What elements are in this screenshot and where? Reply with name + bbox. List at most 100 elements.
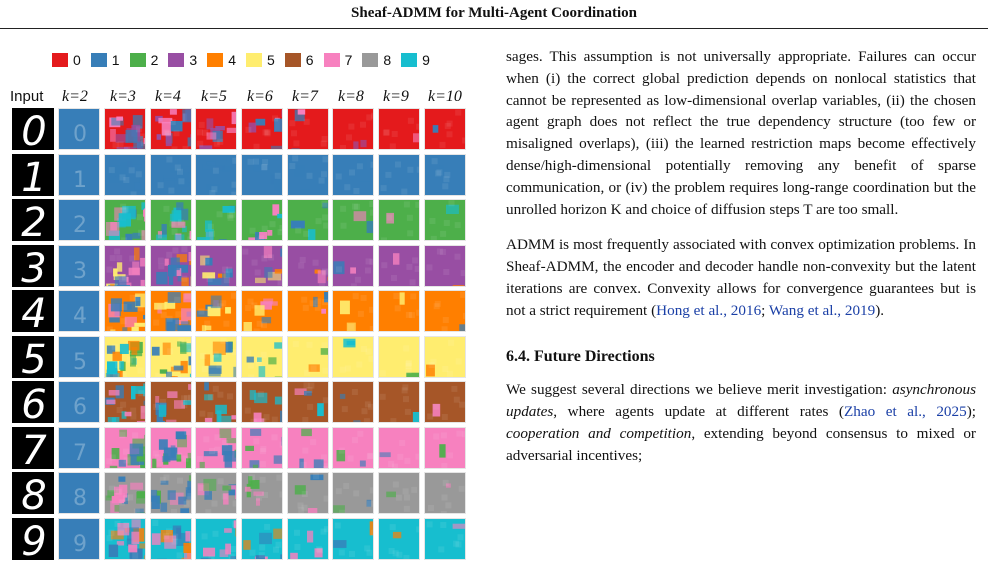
input-digit-image: 7 <box>12 426 54 469</box>
input-digit-glyph: 8 <box>21 473 46 514</box>
segmentation-tile <box>332 517 374 560</box>
column-header-k: k=3 <box>110 88 136 105</box>
legend-item: 0 <box>52 52 81 68</box>
svg-text:7: 7 <box>73 441 87 466</box>
segmentation-tile <box>424 244 466 287</box>
legend-item: 1 <box>90 52 120 68</box>
segmentation-tile <box>378 472 420 514</box>
segmentation-tile <box>150 244 192 287</box>
segmentation-tile <box>241 244 283 287</box>
segmentation-tile <box>287 108 329 150</box>
segmentation-tile <box>378 108 420 150</box>
segmentation-tile <box>195 426 237 469</box>
paragraph-failures: sages. This assumption is not universall… <box>506 48 976 218</box>
segmentation-tile <box>104 108 146 150</box>
legend-item: 4 <box>207 52 236 68</box>
citation-wang[interactable]: Wang et al., 2019 <box>768 301 876 319</box>
input-digit-image: 2 <box>12 199 54 241</box>
legend-swatch <box>168 53 185 67</box>
segmentation-tile <box>424 426 466 469</box>
segmentation-tile <box>424 199 466 241</box>
segmentation-tile <box>241 517 283 560</box>
segmentation-tile <box>150 108 192 150</box>
citation-hong[interactable]: Hong et al., 2016 <box>656 301 762 319</box>
segmentation-tile <box>104 381 146 423</box>
legend-swatch <box>207 53 224 67</box>
legend-label: 4 <box>228 52 236 68</box>
segmentation-tile <box>287 381 329 423</box>
legend-swatch <box>90 53 107 67</box>
segmentation-tile <box>424 472 466 514</box>
input-digit-glyph: 6 <box>21 382 46 423</box>
input-digit-glyph: 4 <box>21 291 46 332</box>
segmentation-tile <box>378 381 420 423</box>
segmentation-tile <box>195 290 237 332</box>
column-header-k: k=6 <box>247 88 273 105</box>
segmentation-tile <box>332 472 374 514</box>
legend-item: 6 <box>284 52 314 68</box>
legend-label: 0 <box>73 52 81 68</box>
column-header-k: k=5 <box>201 88 227 105</box>
legend-swatch <box>245 53 262 67</box>
segmentation-tile <box>332 153 374 196</box>
legend-item: 8 <box>362 52 391 68</box>
segmentation-tile <box>104 199 146 241</box>
segmentation-tile <box>287 517 329 560</box>
segmentation-tile <box>150 517 192 560</box>
segmentation-tile <box>424 290 466 332</box>
segmentation-tile: 2 <box>58 199 100 241</box>
column-header-k: k=2 <box>62 88 88 105</box>
section-heading-future-directions: 6.4. Future Directions <box>506 347 655 365</box>
input-digit-image: 1 <box>12 153 54 196</box>
segmentation-tile <box>287 290 329 332</box>
input-digit-glyph: 0 <box>21 109 46 150</box>
legend-item: 5 <box>245 52 275 68</box>
svg-text:9: 9 <box>73 532 87 557</box>
segmentation-tile <box>332 426 374 469</box>
legend-swatch <box>401 53 418 67</box>
segmentation-tile <box>104 472 146 514</box>
legend-swatch <box>323 53 340 67</box>
citation-zhao[interactable]: Zhao et al., 2025 <box>843 403 967 421</box>
legend-swatch <box>52 53 68 67</box>
segmentation-tile <box>150 426 192 469</box>
input-digit-glyph: 7 <box>21 428 47 469</box>
segmentation-tile <box>195 472 237 514</box>
segmentation-tile: 7 <box>58 426 100 469</box>
segmentation-tile <box>195 108 237 150</box>
segmentation-tile: 1 <box>58 153 100 196</box>
segmentation-tile <box>195 381 237 423</box>
legend-label: 7 <box>344 52 353 68</box>
svg-text:4: 4 <box>73 304 87 329</box>
legend-label: 5 <box>266 52 275 68</box>
segmentation-tile <box>195 153 237 196</box>
legend-label: 1 <box>111 52 120 68</box>
paragraph-convexity: ADMM is most frequently associated with … <box>506 236 976 319</box>
legend-label: 9 <box>422 52 430 68</box>
segmentation-tile <box>287 244 329 287</box>
segmentation-tile <box>104 426 146 469</box>
term-asynchronous-updates: asynchronous updates <box>506 381 976 421</box>
segmentation-tile <box>150 199 192 241</box>
segmentation-tile <box>332 381 374 423</box>
segmentation-tile: 5 <box>58 335 100 378</box>
segmentation-tile <box>150 290 192 332</box>
segmentation-tile <box>150 472 192 514</box>
segmentation-tile <box>424 153 466 196</box>
segmentation-tile <box>241 472 283 514</box>
paragraph-future-directions: We suggest several directions we believe… <box>506 381 976 464</box>
column-header-k: k=8 <box>338 88 364 105</box>
legend-item: 2 <box>129 52 158 68</box>
segmentation-tile <box>195 199 237 241</box>
input-digit-glyph: 3 <box>21 246 46 287</box>
segmentation-tile <box>332 199 374 241</box>
svg-text:8: 8 <box>73 486 87 511</box>
segmentation-tile: 0 <box>58 108 100 150</box>
segmentation-tile <box>332 244 374 287</box>
column-header-input: Input <box>10 88 44 105</box>
legend-label: 8 <box>383 52 392 68</box>
segmentation-tile <box>241 199 283 241</box>
segmentation-tile <box>332 290 374 332</box>
segmentation-tile <box>424 381 466 423</box>
segmentation-tile <box>104 290 146 332</box>
